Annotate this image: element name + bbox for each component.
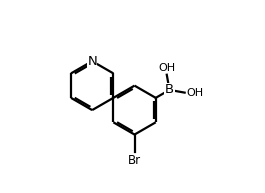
Text: Br: Br <box>128 154 141 167</box>
Circle shape <box>87 56 97 66</box>
Text: OH: OH <box>187 88 204 98</box>
Text: B: B <box>165 83 174 96</box>
Text: N: N <box>87 55 97 68</box>
Text: OH: OH <box>158 63 175 73</box>
